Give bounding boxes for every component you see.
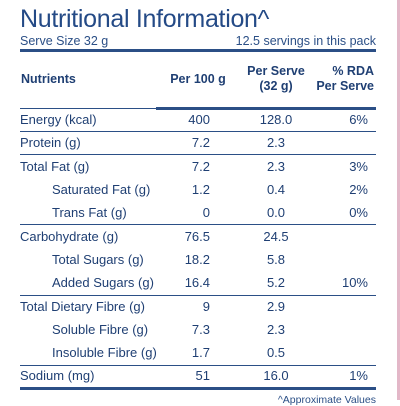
- column-header: Nutrients: [21, 72, 76, 87]
- servings-per-pack: 12.5 servings in this pack: [235, 34, 376, 48]
- nutrient-name: Total Fat (g): [20, 154, 156, 179]
- table-row: Added Sugars (g) 16.4 5.2 10%: [20, 272, 376, 295]
- per-serve-value: 0.4: [266, 181, 286, 197]
- nutrient-name: Total Sugars (g): [52, 252, 144, 268]
- rda-value: 1%: [312, 364, 376, 391]
- per-100g-value: 0: [202, 205, 210, 220]
- table-row: Protein (g) 7.2 2.3: [20, 130, 376, 155]
- table-row: Total Fat (g) 7.2 2.3 3%: [20, 154, 376, 179]
- per-100g-value: 7.2: [156, 130, 240, 155]
- rda-value: 3%: [312, 154, 376, 179]
- table-row: Soluble Fibre (g) 7.3 2.3: [20, 319, 376, 342]
- rda-value: 10%: [341, 275, 368, 291]
- rda-value: [312, 130, 376, 155]
- per-100g-value: 16.4: [184, 275, 210, 291]
- per-serve-value: 24.5: [240, 224, 312, 249]
- rda-value: [312, 224, 376, 249]
- nutrient-name: Added Sugars (g): [52, 275, 154, 291]
- column-header: Per Serve (32 g): [247, 64, 305, 94]
- table-row: Total Dietary Fibre (g) 9 2.9: [20, 294, 376, 319]
- per-serve-value: 16.0: [240, 364, 312, 391]
- nutrient-name: Sodium (mg): [20, 364, 156, 391]
- rda-value: 0%: [349, 205, 368, 220]
- per-serve-value: 0.5: [266, 345, 286, 361]
- table-row: Carbohydrate (g) 76.5 24.5: [20, 224, 376, 249]
- per-serve-value: 128.0: [240, 106, 312, 132]
- nutrition-panel: Nutritional Information^ Serve Size 32 g…: [20, 6, 376, 406]
- table-row: Energy (kcal) 400 128.0 6%: [20, 106, 376, 132]
- table-row: Insoluble Fibre (g) 1.7 0.5: [20, 342, 376, 365]
- nutrient-name: Total Dietary Fibre (g): [20, 294, 156, 319]
- per-100g-value: 7.2: [156, 154, 240, 179]
- table-row: Total Sugars (g) 18.2 5.8: [20, 248, 376, 271]
- page-title: Nutritional Information^: [20, 5, 270, 33]
- serve-size-label: Serve Size 32 g: [20, 34, 109, 48]
- rda-value: 2%: [349, 181, 368, 197]
- page-edge-accent: [397, 0, 400, 400]
- nutrient-name: Trans Fat (g): [52, 205, 127, 220]
- per-100g-value: 76.5: [156, 224, 240, 249]
- column-header: % RDA Per Serve: [316, 64, 374, 94]
- nutrition-table: Nutrients Per 100 g Per Serve (32 g) % RDA …: [20, 52, 376, 391]
- per-100g-value: 9: [156, 294, 240, 319]
- per-serve-value: 2.3: [266, 322, 286, 338]
- per-100g-value: 1.7: [191, 345, 210, 361]
- nutrient-name: Energy (kcal): [20, 107, 156, 132]
- table-row: Trans Fat (g) 0 0.0 0%: [20, 202, 376, 225]
- per-serve-value: 0.0: [266, 205, 286, 220]
- per-100g-value: 1.2: [191, 181, 210, 197]
- nutrition-table-body: Energy (kcal) 400 128.0 6% Protein (g) 7.2 2.3…: [20, 106, 376, 391]
- per-serve-value: 2.3: [240, 154, 312, 179]
- per-100g-value: 7.3: [191, 322, 210, 338]
- serving-info: Serve Size 32 g 12.5 servings in this pa…: [20, 34, 376, 49]
- nutrient-name: Insoluble Fibre (g): [52, 345, 157, 361]
- table-row: Sodium (mg) 51 16.0 1%: [20, 364, 376, 391]
- rda-value: [312, 319, 376, 342]
- rda-value: [312, 248, 376, 271]
- nutrient-name: Soluble Fibre (g): [52, 322, 149, 338]
- nutrient-name: Carbohydrate (g): [20, 224, 156, 249]
- header-rule: [20, 49, 376, 52]
- nutrition-table-header: Nutrients Per 100 g Per Serve (32 g) % RDA …: [20, 52, 376, 108]
- nutrient-name: Protein (g): [20, 130, 156, 155]
- table-row: Saturated Fat (g) 1.2 0.4 2%: [20, 178, 376, 201]
- column-header: Per 100 g: [170, 71, 226, 86]
- rda-value: [312, 342, 376, 365]
- per-serve-value: 5.2: [266, 275, 286, 291]
- footnote: ^Approximate Values: [277, 394, 376, 406]
- rda-value: [312, 294, 376, 319]
- per-100g-value: 18.2: [184, 252, 210, 268]
- per-serve-value: 2.3: [240, 130, 312, 155]
- per-serve-value: 2.9: [240, 294, 312, 319]
- per-100g-value: 51: [156, 364, 240, 391]
- per-serve-value: 5.8: [266, 252, 286, 268]
- nutrient-name: Saturated Fat (g): [52, 181, 151, 197]
- rda-value: 6%: [312, 106, 376, 132]
- per-100g-value: 400: [156, 106, 240, 132]
